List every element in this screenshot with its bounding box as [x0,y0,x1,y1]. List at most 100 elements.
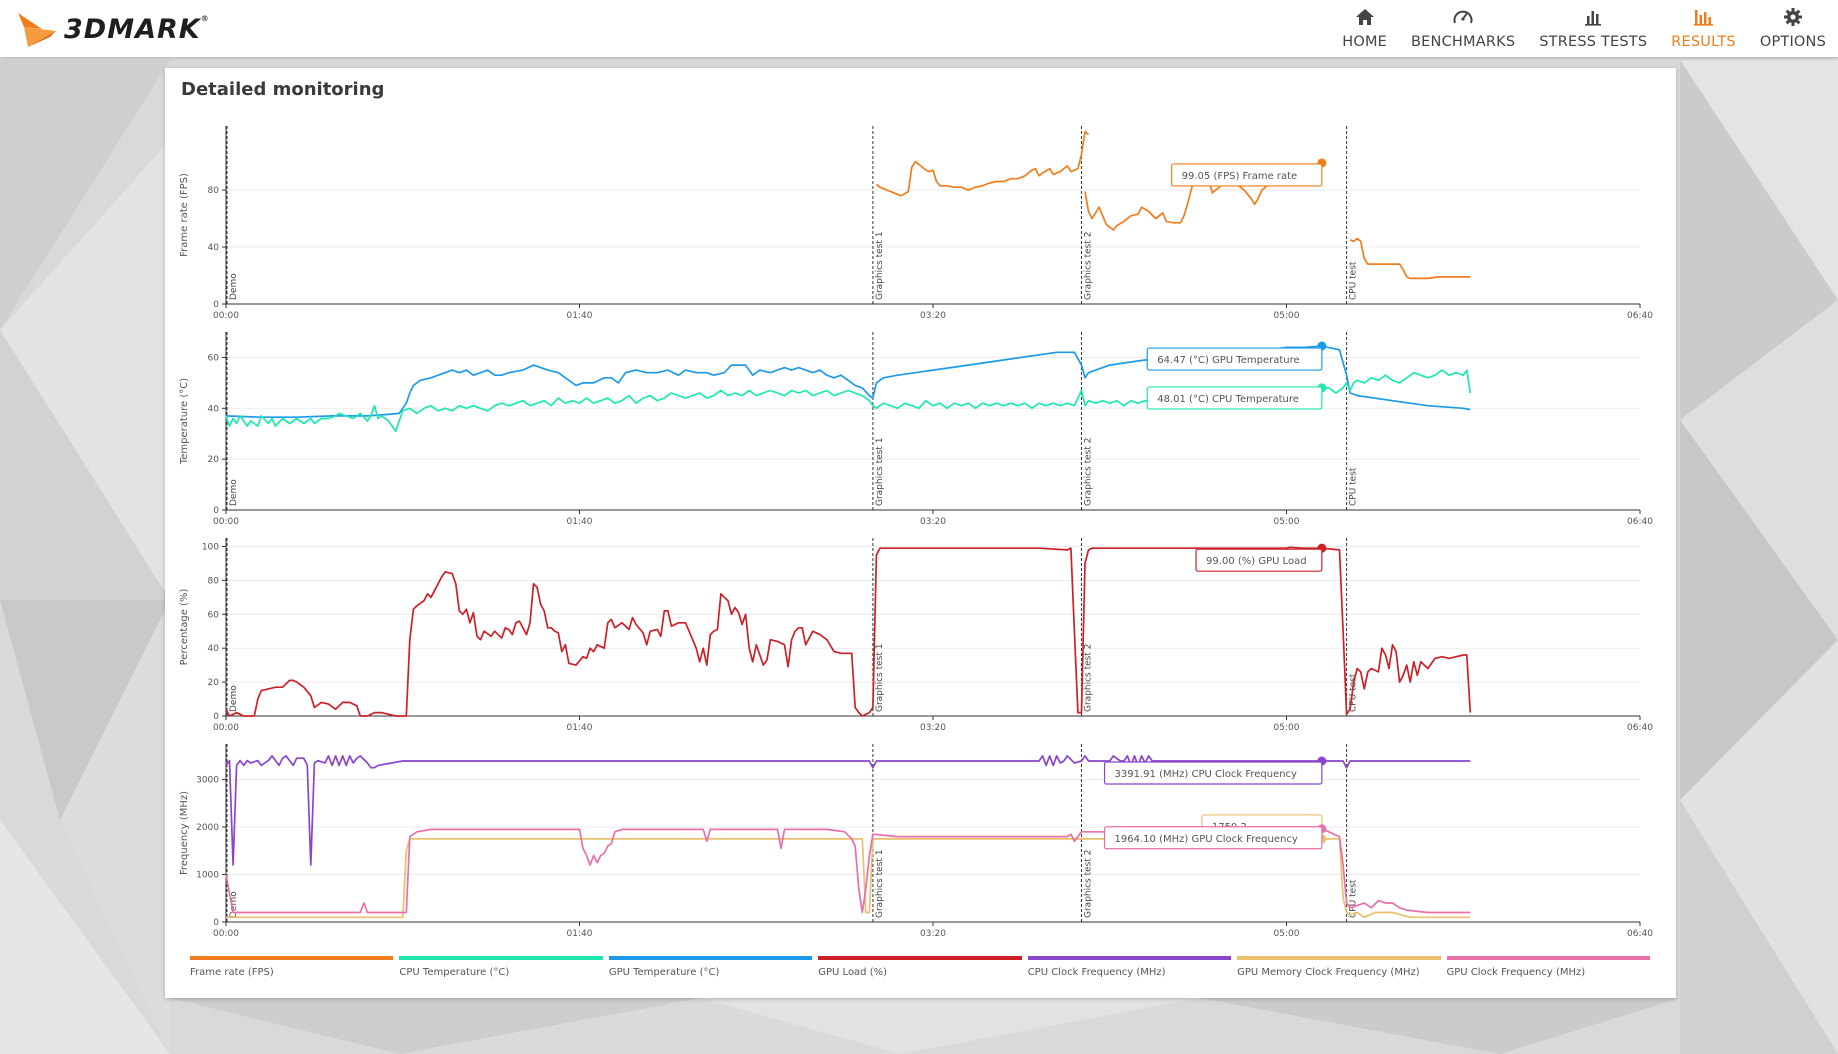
y-tick-label: 40 [208,404,220,414]
y-tick-label: 0 [213,506,219,516]
test-marker-label: Graphics test 1 [875,438,885,506]
nav-stress-tests[interactable]: STRESS TESTS [1527,0,1659,57]
legend-item[interactable]: GPU Memory Clock Frequency (MHz) [1237,956,1441,986]
app-logo[interactable]: 3DMARK® [16,4,210,54]
legend-item[interactable]: GPU Load (%) [818,956,1022,986]
y-axis-label: Frequency (MHz) [179,791,190,875]
bar-chart-icon [1583,5,1603,29]
3dmark-flame-icon [18,13,56,47]
legend-item[interactable]: GPU Temperature (°C) [608,956,813,986]
x-tick-label: 06:40 [1627,929,1653,939]
x-tick-label: 00:00 [213,517,239,527]
legend-label: GPU Temperature (°C) [608,967,720,978]
legend-label: GPU Clock Frequency (MHz) [1446,967,1586,978]
legend-item[interactable]: CPU Temperature (°C) [399,956,603,986]
tooltip-box [1103,826,1323,850]
chart-legend: Frame rate (FPS) CPU Temperature (°C) GPU … [190,956,1650,986]
y-tick-label: 100 [202,542,219,552]
nav-home[interactable]: HOME [1330,0,1399,57]
nav-label: BENCHMARKS [1411,34,1516,50]
y-tick-label: 20 [208,455,220,465]
legend-color-bar [1446,956,1650,960]
legend-item[interactable]: CPU Clock Frequency (MHz) [1027,956,1232,986]
test-marker-label: Graphics test 1 [875,232,885,300]
series-line [1349,237,1471,280]
legend-item[interactable]: GPU Clock Frequency (MHz) [1446,956,1650,986]
x-tick-label: 05:00 [1274,723,1300,733]
chart-3: 0 20 40 60 80 100 Percentage (%) 00:00 01:40 03:2… [179,538,1653,733]
gear-icon [1783,5,1803,29]
y-tick-label: 60 [208,353,220,363]
detailed-monitoring-panel: Detailed monitoring 0 40 80 Frame rate (FPS… [165,68,1676,998]
series-line [875,130,1090,197]
nav-options[interactable]: OPTIONS [1748,0,1838,57]
y-tick-label: 80 [208,186,220,196]
test-marker-label: CPU test [1349,467,1359,506]
y-tick-label: 40 [208,243,220,253]
panel-title: Detailed monitoring [181,79,385,100]
legend-color-bar [1027,956,1232,960]
tooltip-box [1195,548,1323,572]
legend-label: CPU Temperature (°C) [399,967,510,978]
nav-benchmarks[interactable]: BENCHMARKS [1399,0,1527,57]
test-marker-label: Graphics test 2 [1083,644,1093,712]
y-tick-label: 3000 [196,776,219,786]
y-tick-label: 1000 [196,871,219,881]
x-tick-label: 03:20 [920,311,946,321]
y-tick-label: 60 [208,610,220,620]
x-tick-label: 06:40 [1627,723,1653,733]
legend-label: CPU Clock Frequency (MHz) [1027,967,1166,978]
tooltip-text: 48.01 (°C) CPU Temperature [1157,394,1299,405]
legend-color-bar [1237,956,1441,960]
nav-results[interactable]: RESULTS [1659,0,1748,57]
series-line [225,827,1471,914]
y-tick-label: 2000 [196,823,219,833]
chart-4: 0 1000 2000 3000 Frequency (MHz) 00:00 01:40 03… [179,744,1653,939]
x-tick-label: 00:00 [213,929,239,939]
legend-label: Frame rate (FPS) [190,967,274,978]
tooltip-text: 1964.10 (MHz) GPU Clock Frequency [1115,834,1298,845]
test-marker-label: Graphics test 2 [1083,232,1093,300]
nav-label: STRESS TESTS [1539,34,1648,50]
legend-label: GPU Load (%) [818,967,888,978]
test-marker-label: Demo [229,479,239,506]
y-axis-label: Temperature (°C) [179,378,190,465]
y-tick-label: 0 [213,712,219,722]
x-tick-label: 01:40 [567,311,593,321]
x-tick-label: 06:40 [1627,517,1653,527]
app-name: 3DMARK® [64,13,210,45]
x-tick-label: 03:20 [920,723,946,733]
chart-2: 0 20 40 60 Temperature (°C) 00:00 01:40 03:20 05… [179,332,1653,527]
legend-color-bar [818,956,1022,960]
nav-label: OPTIONS [1759,34,1826,50]
x-tick-label: 05:00 [1274,517,1300,527]
legend-label: GPU Memory Clock Frequency (MHz) [1237,967,1420,978]
x-tick-label: 01:40 [567,929,593,939]
x-tick-label: 03:20 [920,517,946,527]
test-marker-label: Demo [229,891,239,918]
y-tick-label: 0 [213,300,219,310]
legend-color-bar [608,956,813,960]
legend-color-bar [399,956,603,960]
x-tick-label: 03:20 [920,929,946,939]
test-marker-label: Graphics test 1 [875,850,885,918]
series-line [226,838,1471,919]
x-tick-label: 00:00 [213,311,239,321]
y-tick-label: 40 [208,644,220,654]
test-marker-label: Demo [229,685,239,712]
test-marker-label: CPU test [1349,879,1359,918]
results-bar-icon [1693,5,1715,29]
home-icon [1355,5,1375,29]
nav-label: HOME [1342,34,1388,50]
tooltip-text: 3391.91 (MHz) CPU Clock Frequency [1115,769,1298,780]
tooltip-text: 64.47 (°C) GPU Temperature [1157,355,1299,366]
test-marker-label: Graphics test 1 [875,644,885,712]
monitoring-charts: 0 40 80 Frame rate (FPS) 00:00 01:40 03:20 05:0… [179,126,1653,939]
legend-item[interactable]: Frame rate (FPS) [190,956,394,986]
test-marker-label: CPU test [1349,261,1359,300]
y-axis-label: Frame rate (FPS) [179,173,190,257]
nav-label: RESULTS [1671,34,1736,50]
test-marker-label: Graphics test 2 [1083,850,1093,918]
x-tick-label: 01:40 [567,517,593,527]
tooltip-box [1103,761,1323,785]
